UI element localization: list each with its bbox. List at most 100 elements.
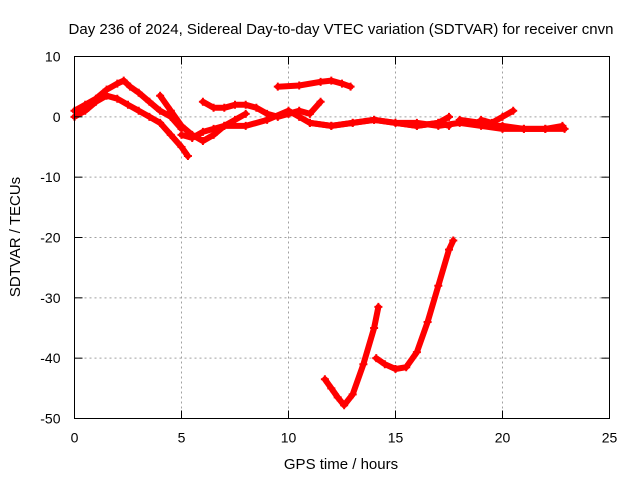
x-tick-label: 5 [178, 430, 186, 446]
data-point [402, 363, 411, 372]
data-point [220, 103, 229, 112]
data-point [316, 97, 325, 106]
data-point [434, 281, 443, 290]
data-point [327, 76, 336, 85]
data-point [370, 324, 379, 332]
data-point [126, 82, 135, 91]
grid-layer [74, 56, 610, 419]
series-track-negative-left [320, 302, 383, 410]
data-point [119, 76, 128, 85]
data-point [391, 365, 400, 374]
data-point [445, 112, 453, 121]
data-point [102, 91, 111, 100]
data-point [320, 375, 329, 384]
data-point [327, 121, 336, 130]
data-point [348, 118, 357, 127]
data-point [198, 97, 207, 106]
data-point [455, 115, 464, 124]
data-point [113, 79, 122, 88]
data-point [273, 82, 282, 91]
y-tick-label: 0 [53, 109, 61, 125]
data-layer [70, 76, 569, 410]
x-axis-label: GPS time / hours [284, 456, 398, 473]
data-point [477, 115, 486, 124]
data-point [177, 130, 186, 139]
data-point [231, 115, 239, 124]
data-point [372, 354, 381, 363]
data-point [145, 97, 154, 106]
data-point [166, 106, 175, 115]
data-point [81, 106, 90, 115]
data-point [209, 103, 218, 112]
data-point [541, 124, 550, 133]
data-point [156, 106, 165, 115]
data-point [346, 82, 355, 91]
data-point [305, 118, 314, 127]
y-axis-label: SDTVAR / TECUs [7, 177, 24, 297]
data-point [370, 115, 379, 124]
data-point [487, 118, 496, 127]
data-point [434, 118, 443, 127]
x-tick-label: 20 [495, 430, 511, 446]
tick-layer: 0 5 10 15 20 25 10 0 -10 -20 -30 -40 -50 [40, 49, 617, 446]
data-point [380, 360, 389, 369]
y-tick-label: 10 [45, 49, 61, 65]
y-tick-label: -50 [40, 411, 60, 427]
data-point [134, 106, 143, 115]
y-tick-label: -10 [40, 169, 60, 185]
data-point [423, 317, 432, 326]
x-tick-label: 25 [602, 430, 618, 446]
data-point [156, 118, 165, 127]
data-point [91, 97, 100, 106]
data-point [445, 245, 453, 254]
data-point [241, 121, 250, 130]
series-track-early-low [70, 91, 192, 161]
data-point [263, 115, 272, 124]
data-point [241, 109, 250, 118]
chart-title: Day 236 of 2024, Sidereal Day-to-day VTE… [69, 21, 614, 38]
data-point [198, 127, 207, 136]
series-line [199, 98, 324, 120]
data-point [412, 121, 421, 130]
series-line [392, 119, 452, 129]
series-line [321, 303, 382, 409]
series-line [373, 237, 457, 372]
y-tick-label: -30 [40, 290, 60, 306]
data-point [231, 100, 239, 109]
data-point [391, 118, 400, 127]
x-tick-label: 0 [71, 430, 79, 446]
data-point [340, 401, 349, 410]
data-point [374, 302, 383, 311]
data-point [295, 112, 304, 121]
data-point [183, 152, 192, 161]
data-point [327, 384, 336, 393]
data-point [412, 348, 421, 357]
data-point [449, 236, 458, 245]
data-point [445, 121, 453, 130]
series-track-late-d [391, 118, 453, 130]
data-point [113, 94, 122, 103]
x-tick-label: 10 [281, 430, 297, 446]
data-point [348, 390, 357, 399]
data-point [509, 106, 518, 115]
data-point [305, 109, 314, 118]
data-point [498, 121, 507, 130]
data-point [177, 121, 186, 130]
data-point [156, 91, 165, 100]
data-point [295, 81, 304, 90]
series-track-late-c [477, 106, 518, 127]
data-point [124, 100, 132, 109]
data-point [252, 103, 261, 112]
series-track-negative-right [372, 236, 458, 374]
data-point [359, 360, 368, 369]
data-point [316, 77, 325, 86]
data-point [188, 133, 197, 142]
data-point [241, 100, 250, 109]
data-point [198, 136, 207, 145]
y-tick-label: -20 [40, 230, 60, 246]
y-tick-label: -40 [40, 350, 60, 366]
data-point [498, 112, 507, 121]
data-point [220, 121, 229, 130]
